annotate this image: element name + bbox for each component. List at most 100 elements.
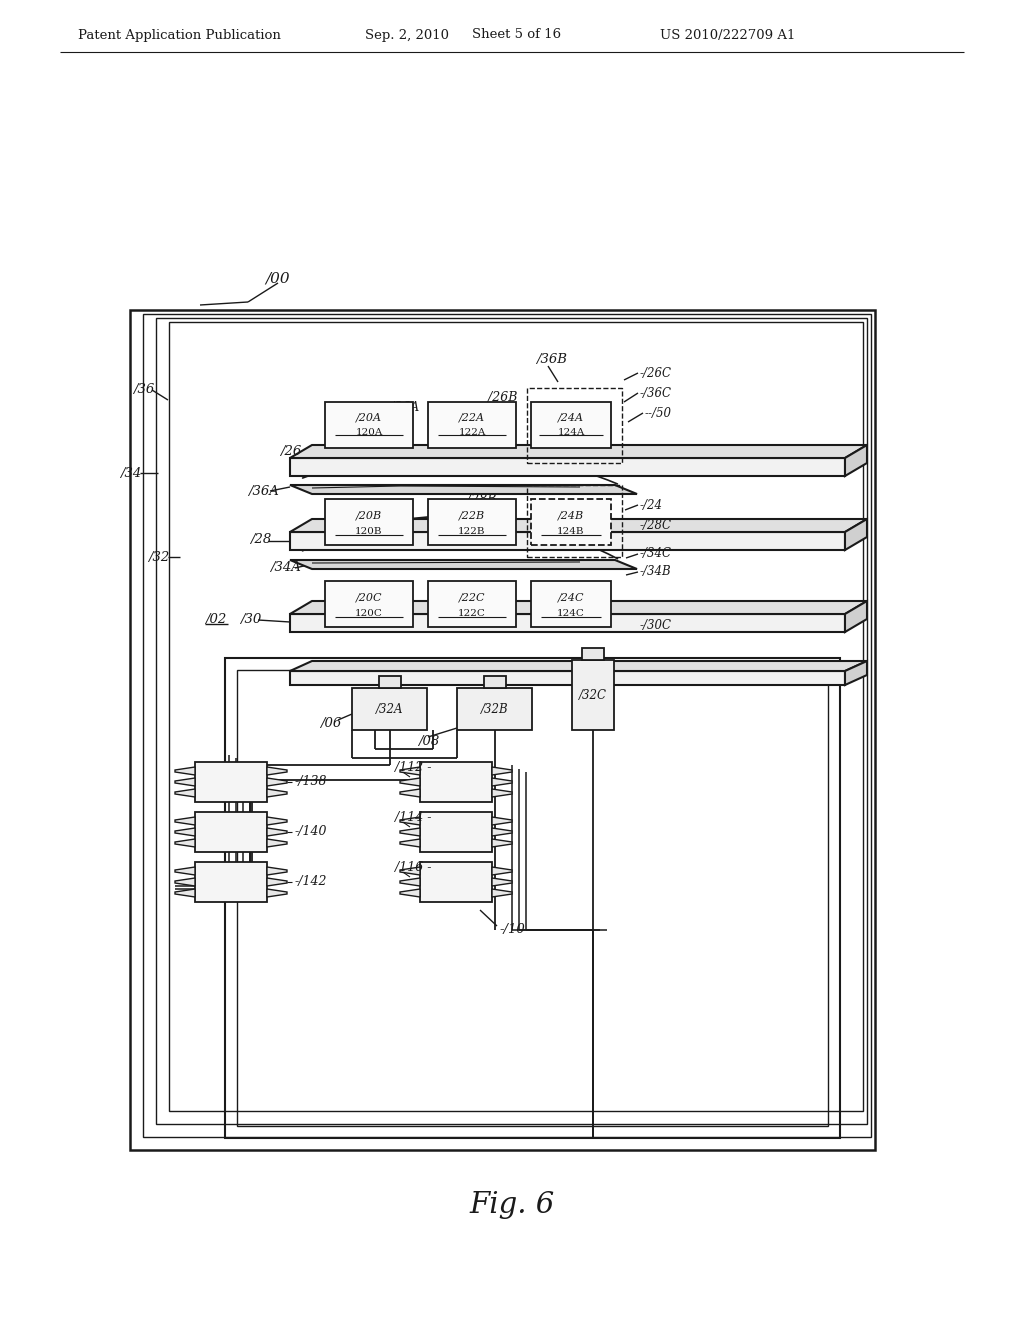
Bar xyxy=(531,403,611,447)
Bar xyxy=(156,318,867,1125)
Polygon shape xyxy=(290,519,867,532)
Bar xyxy=(195,862,267,902)
Bar xyxy=(531,499,611,545)
Text: /22C: /22C xyxy=(459,591,485,602)
Text: 122A: 122A xyxy=(459,428,485,437)
Text: /116 -: /116 - xyxy=(395,861,431,874)
Bar xyxy=(420,862,492,902)
Polygon shape xyxy=(175,878,195,886)
Text: /26: /26 xyxy=(280,446,301,458)
Bar xyxy=(531,581,611,627)
Polygon shape xyxy=(290,484,637,494)
Polygon shape xyxy=(492,867,512,875)
Text: /02: /02 xyxy=(205,614,226,627)
Polygon shape xyxy=(175,817,195,825)
Polygon shape xyxy=(492,840,512,847)
Text: /30: /30 xyxy=(240,614,261,627)
Text: -/36C: -/36C xyxy=(640,387,672,400)
Bar xyxy=(527,484,622,557)
Polygon shape xyxy=(267,828,287,836)
Text: 124A: 124A xyxy=(557,428,585,437)
Text: /08: /08 xyxy=(418,735,439,748)
Text: /20A: /20A xyxy=(356,412,382,422)
Text: -/28C: -/28C xyxy=(640,519,672,532)
Text: -/10: -/10 xyxy=(500,924,525,936)
Text: /32B: /32B xyxy=(481,702,509,715)
Bar xyxy=(195,812,267,851)
Text: /20C: /20C xyxy=(355,591,382,602)
Text: 124B: 124B xyxy=(557,527,585,536)
Polygon shape xyxy=(400,867,420,875)
Bar xyxy=(143,314,871,1137)
Text: /36B: /36B xyxy=(536,354,567,367)
Bar xyxy=(428,403,516,447)
Text: -/140: -/140 xyxy=(295,825,328,838)
Polygon shape xyxy=(492,789,512,797)
Text: 120B: 120B xyxy=(355,527,383,536)
Text: /34: /34 xyxy=(120,466,141,479)
Polygon shape xyxy=(845,661,867,685)
Text: /30B: /30B xyxy=(462,581,492,594)
Polygon shape xyxy=(492,878,512,886)
Text: /36: /36 xyxy=(133,384,155,396)
Text: 124C: 124C xyxy=(557,609,585,618)
Polygon shape xyxy=(400,789,420,797)
Polygon shape xyxy=(400,840,420,847)
Polygon shape xyxy=(175,867,195,875)
Text: 120A: 120A xyxy=(355,428,383,437)
Polygon shape xyxy=(400,817,420,825)
Text: -/142: -/142 xyxy=(295,875,328,888)
Text: /06: /06 xyxy=(319,718,341,730)
Bar xyxy=(325,581,413,627)
Text: -/34C: -/34C xyxy=(640,548,672,561)
Text: /28B: /28B xyxy=(467,494,497,507)
Polygon shape xyxy=(492,828,512,836)
Text: /26A: /26A xyxy=(390,401,419,414)
Text: --/50: --/50 xyxy=(645,407,672,420)
Polygon shape xyxy=(290,560,637,569)
Bar xyxy=(130,310,874,1150)
Bar xyxy=(290,614,845,632)
Polygon shape xyxy=(400,828,420,836)
Polygon shape xyxy=(290,661,867,671)
Bar xyxy=(290,458,845,477)
Polygon shape xyxy=(267,888,287,898)
Text: 122C: 122C xyxy=(458,609,486,618)
Bar xyxy=(428,499,516,545)
Text: -/34B: -/34B xyxy=(640,565,672,578)
Polygon shape xyxy=(267,789,287,797)
Polygon shape xyxy=(492,817,512,825)
Text: Fig. 6: Fig. 6 xyxy=(469,1191,555,1218)
Bar xyxy=(457,688,532,730)
Polygon shape xyxy=(400,888,420,898)
Bar xyxy=(195,762,267,803)
Bar xyxy=(582,648,604,660)
Text: /114 -: /114 - xyxy=(395,810,431,824)
Bar xyxy=(420,812,492,851)
Polygon shape xyxy=(175,777,195,785)
Text: 122B: 122B xyxy=(459,527,485,536)
Bar xyxy=(290,532,845,550)
Text: Sep. 2, 2010: Sep. 2, 2010 xyxy=(365,29,449,41)
Text: /22B: /22B xyxy=(459,510,485,520)
Bar xyxy=(237,671,828,1126)
Polygon shape xyxy=(400,878,420,886)
Polygon shape xyxy=(267,817,287,825)
Polygon shape xyxy=(845,519,867,550)
Polygon shape xyxy=(492,888,512,898)
Text: /28A: /28A xyxy=(373,502,402,515)
Polygon shape xyxy=(400,767,420,775)
Bar xyxy=(428,581,516,627)
Polygon shape xyxy=(175,828,195,836)
Bar xyxy=(325,403,413,447)
Text: /00: /00 xyxy=(265,271,290,285)
Polygon shape xyxy=(175,789,195,797)
Bar xyxy=(379,676,400,688)
Bar xyxy=(572,660,614,730)
Text: /32: /32 xyxy=(148,550,169,564)
Bar xyxy=(225,657,840,1138)
Polygon shape xyxy=(492,777,512,785)
Text: /32C: /32C xyxy=(579,689,607,701)
Bar xyxy=(290,671,845,685)
Text: /24A: /24A xyxy=(558,412,584,422)
